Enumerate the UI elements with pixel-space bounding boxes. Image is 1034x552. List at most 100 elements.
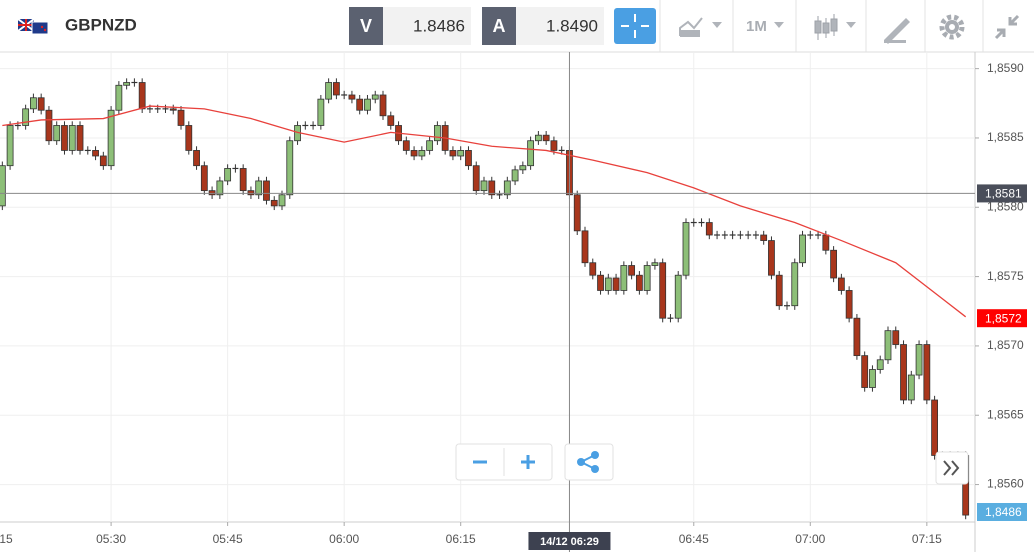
scroll-latest-button[interactable] <box>935 451 969 485</box>
sell-label: V <box>360 16 372 36</box>
x-tick-label: 07:00 <box>795 532 825 546</box>
candle-body <box>379 94 387 117</box>
candle-body <box>6 125 14 167</box>
candle-body <box>286 140 294 196</box>
candle-body <box>99 155 107 167</box>
candle-body <box>457 150 465 157</box>
candle-body <box>534 134 542 142</box>
candle-body <box>433 125 441 142</box>
indicators-button[interactable] <box>679 17 722 37</box>
candle-body <box>612 277 620 291</box>
buy-price-box[interactable] <box>516 7 604 45</box>
candle-body <box>581 230 589 264</box>
candle-body <box>799 234 806 264</box>
share-button[interactable] <box>564 443 614 481</box>
candle-body <box>177 109 185 126</box>
y-tick-label: 1,8560 <box>987 477 1024 491</box>
candle-body <box>503 180 511 196</box>
candle-body <box>853 317 861 357</box>
candle-body <box>45 109 53 142</box>
symbol: GBPNZD <box>65 15 137 34</box>
y-tick-label: 1,8565 <box>987 407 1024 421</box>
candle-body <box>348 94 356 100</box>
y-tick-label: 1,8575 <box>987 269 1024 283</box>
draw-button[interactable] <box>884 18 910 44</box>
candle-body <box>123 82 131 86</box>
candle-body <box>900 344 907 401</box>
x-tick-label: 15 <box>0 532 13 546</box>
x-tick-label: 06:00 <box>329 532 359 546</box>
candle-body <box>480 180 488 192</box>
moving-average <box>2 105 967 318</box>
candle-body <box>208 190 216 196</box>
timeframe-caret <box>774 22 784 28</box>
candle-body <box>884 330 892 361</box>
candle-body <box>472 165 480 192</box>
bid-price-box <box>977 503 1027 521</box>
toolbar-dividers <box>659 0 984 52</box>
last-price-label: 1,8572 <box>985 311 1022 325</box>
candle-body <box>822 234 830 251</box>
y-tick-label: 1,8570 <box>987 338 1024 352</box>
candle-body <box>620 265 628 291</box>
candle-body <box>760 234 768 241</box>
crosshair-price-box <box>977 184 1027 203</box>
chart-type-button[interactable] <box>814 14 856 40</box>
candle-body <box>705 222 713 236</box>
candle-body <box>30 97 37 110</box>
candle-body <box>107 109 115 167</box>
settings-button[interactable] <box>939 14 965 40</box>
candle-body <box>356 98 364 111</box>
candle-body <box>869 369 876 388</box>
candle-body <box>907 374 915 401</box>
candle-body <box>22 108 30 126</box>
candle-body <box>830 249 838 279</box>
candle-body <box>550 140 558 151</box>
candle-body <box>200 165 208 192</box>
zoom-controls <box>455 443 553 481</box>
y-tick-label: 1,8590 <box>987 61 1024 75</box>
candle-body <box>837 277 845 291</box>
candle-body <box>628 265 636 276</box>
candle-body <box>465 150 472 167</box>
candle-body <box>449 150 457 157</box>
bid-price-label: 1,8486 <box>985 505 1022 519</box>
crosshair-button[interactable] <box>614 8 656 44</box>
last-price-box <box>977 309 1027 328</box>
candle-body <box>674 274 682 319</box>
buy-button[interactable] <box>482 7 516 45</box>
candle-body <box>193 150 200 167</box>
candle-body <box>239 168 247 192</box>
candle-body <box>387 115 395 126</box>
candle-body <box>418 150 426 157</box>
timeframe[interactable]: 1M <box>746 18 767 35</box>
candle-body <box>263 180 270 201</box>
candle-body <box>53 125 61 142</box>
zoom-in[interactable] <box>521 455 535 469</box>
candle-body <box>915 344 923 376</box>
candle-body <box>0 165 6 207</box>
candle-body <box>682 222 690 276</box>
candle-body <box>845 290 853 319</box>
candle-body <box>138 82 146 110</box>
candle-body <box>332 82 340 96</box>
candle-body <box>643 265 651 291</box>
sell-price: 1.8486 <box>413 16 465 35</box>
flag <box>17 18 49 35</box>
candle-body <box>224 168 232 182</box>
candle-body <box>270 199 278 207</box>
candle-body <box>185 125 193 151</box>
candle-body <box>519 165 527 171</box>
sell-button[interactable] <box>349 7 383 45</box>
candle-body <box>426 140 434 151</box>
sell-price-box[interactable] <box>383 7 471 45</box>
candle-body <box>768 240 775 276</box>
candle-body <box>861 355 869 388</box>
crosshair-time-box <box>528 532 611 550</box>
candle-body <box>255 180 263 196</box>
collapse-button[interactable] <box>994 14 1020 40</box>
candle-body <box>247 190 255 196</box>
candle-body <box>542 134 550 142</box>
candle-body <box>216 180 224 196</box>
candle-body <box>923 344 931 401</box>
